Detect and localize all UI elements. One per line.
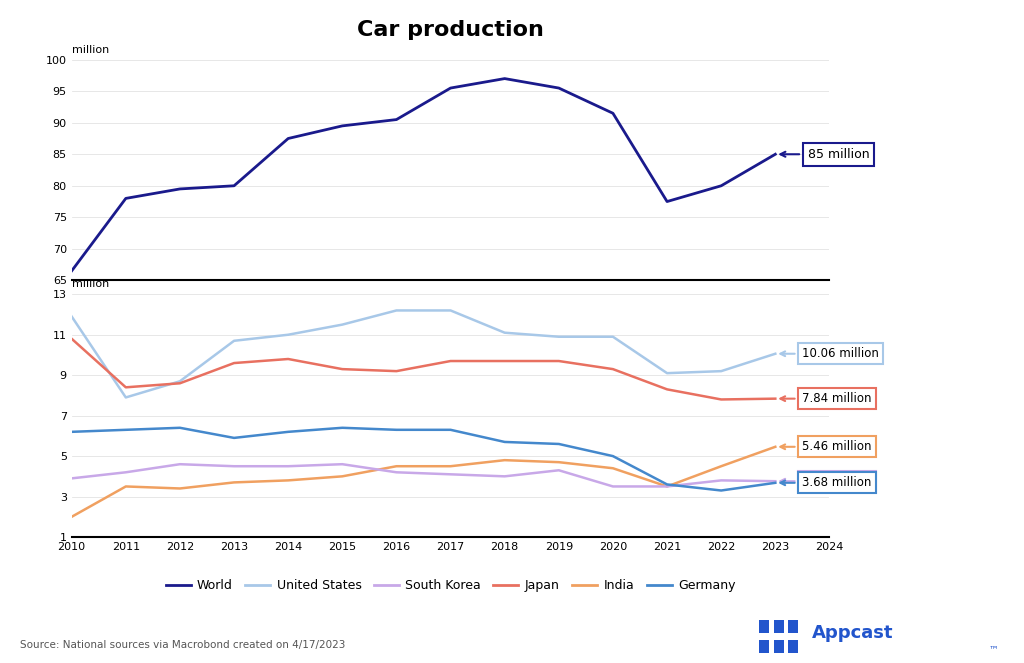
- FancyBboxPatch shape: [759, 640, 769, 653]
- Text: ™: ™: [989, 644, 998, 654]
- FancyBboxPatch shape: [774, 620, 783, 633]
- FancyBboxPatch shape: [759, 620, 769, 633]
- Text: 85 million: 85 million: [780, 148, 869, 160]
- Text: 3.68 million: 3.68 million: [780, 476, 871, 489]
- Text: 10.06 million: 10.06 million: [780, 347, 880, 360]
- FancyBboxPatch shape: [788, 640, 799, 653]
- Legend: World, United States, South Korea, Japan, India, Germany: World, United States, South Korea, Japan…: [161, 574, 740, 597]
- Text: million: million: [72, 279, 109, 290]
- Text: 7.84 million: 7.84 million: [780, 392, 871, 405]
- Text: million: million: [72, 45, 109, 55]
- FancyBboxPatch shape: [788, 620, 799, 633]
- Text: Source: National sources via Macrobond created on 4/17/2023: Source: National sources via Macrobond c…: [20, 640, 346, 650]
- Text: Car production: Car production: [357, 20, 544, 40]
- Text: 5.46 million: 5.46 million: [780, 440, 871, 453]
- Text: 3.76 million: 3.76 million: [780, 475, 871, 488]
- FancyBboxPatch shape: [774, 640, 783, 653]
- Text: Appcast: Appcast: [812, 625, 893, 642]
